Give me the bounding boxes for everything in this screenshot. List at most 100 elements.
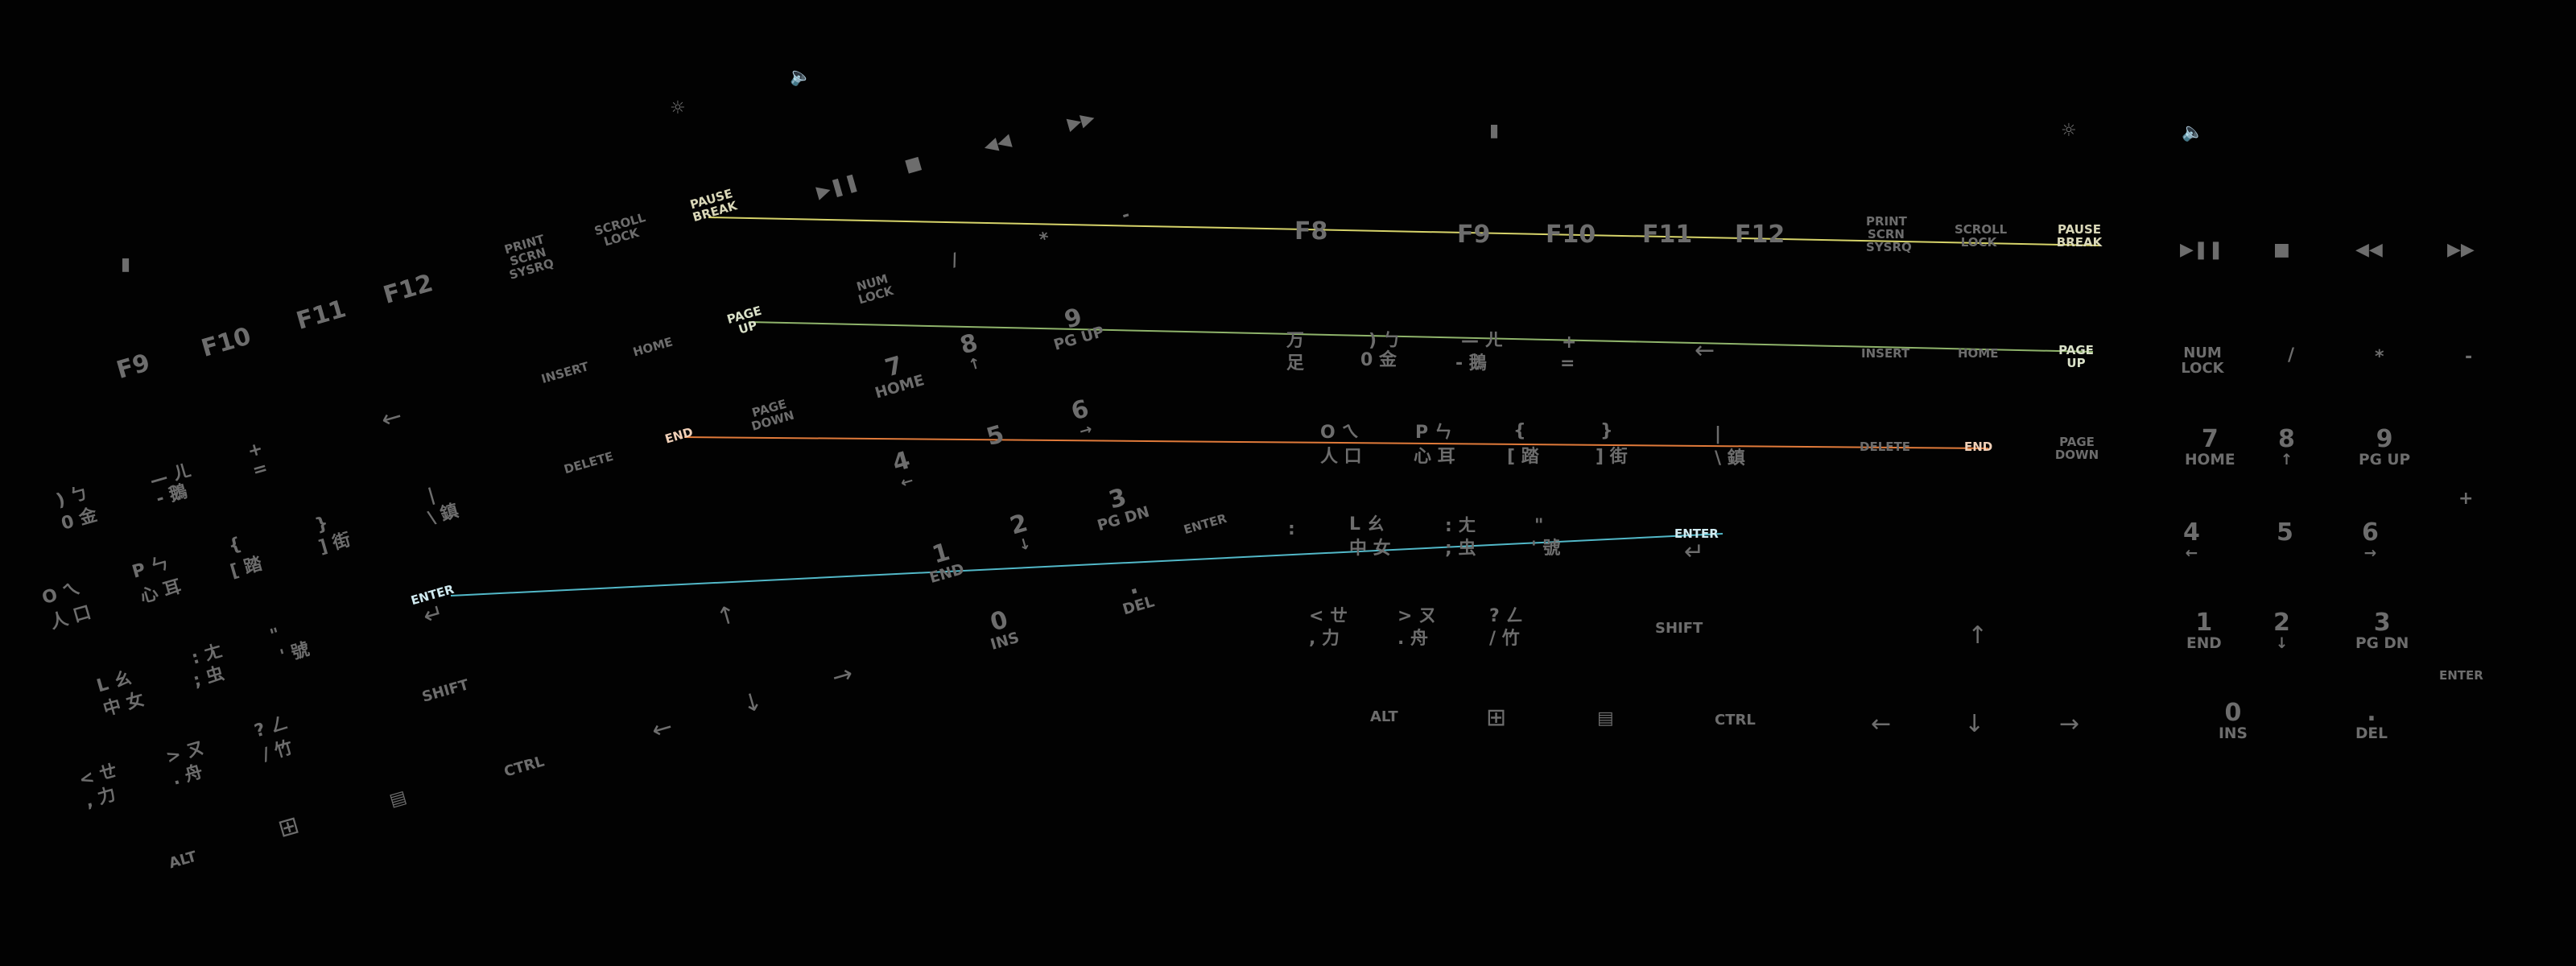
key-home[interactable]: HOME: [1958, 346, 1999, 361]
key-page-up[interactable]: PAGE UP: [2058, 343, 2094, 370]
key-zh-question[interactable]: ? ㄥ: [1489, 606, 1524, 626]
key-num-9-sub: PG UP: [2359, 451, 2411, 469]
key-zh-jie[interactable]: ] 街: [1596, 447, 1628, 467]
key-f9[interactable]: F9: [1457, 221, 1491, 249]
key-zh-p[interactable]: P ㄣ: [1415, 423, 1452, 443]
key-zh-li[interactable]: , 力: [1309, 629, 1340, 649]
down-arrow-icon: ↓: [2275, 634, 2289, 652]
arrow-right-icon[interactable]: →: [2059, 710, 2080, 738]
key-zh-xin[interactable]: 心 耳: [1414, 447, 1455, 467]
key-ctrl[interactable]: CTRL: [1715, 712, 1756, 729]
key-num-7-sub: HOME: [2185, 451, 2235, 469]
key-num-8[interactable]: 8 ↑: [2278, 427, 2295, 468]
key-end[interactable]: END: [1964, 440, 1993, 454]
key-num-slash[interactable]: /: [2288, 345, 2295, 365]
next-track-icon[interactable]: ▶▶: [2447, 240, 2475, 260]
key-zh-hao[interactable]: ' 號: [1531, 539, 1561, 559]
key-f8[interactable]: F8: [1294, 217, 1328, 246]
key-zh-ang[interactable]: : ㄤ: [1445, 516, 1476, 536]
key-colon[interactable]: :: [1288, 519, 1295, 539]
left-indicator-bar-icon: ▮: [121, 254, 131, 275]
key-zh-zhou[interactable]: . 舟: [1397, 629, 1429, 649]
key-shift[interactable]: SHIFT: [1655, 620, 1703, 637]
key-num-3-sub: PG DN: [2355, 634, 2409, 652]
key-zh-minus[interactable]: - 鵝: [1455, 353, 1487, 374]
key-num-2[interactable]: 2 ↓: [2273, 610, 2290, 651]
stop-icon[interactable]: ■: [2273, 240, 2290, 260]
key-equals[interactable]: =: [1560, 353, 1575, 374]
key-brace-close[interactable]: }: [1600, 421, 1613, 441]
key-zh-wan[interactable]: 万: [1286, 331, 1305, 351]
key-zh-lt[interactable]: < ㄝ: [1309, 606, 1348, 626]
key-num-dot-label: .: [2367, 699, 2376, 727]
key-num-9[interactable]: 9 PG UP: [2359, 427, 2410, 468]
key-num-minus[interactable]: -: [2465, 347, 2473, 367]
key-insert[interactable]: INSERT: [1861, 346, 1910, 361]
key-quote[interactable]: ": [1534, 516, 1544, 536]
key-num-0[interactable]: 0 INS: [2219, 700, 2248, 741]
key-zh-zhu[interactable]: / 竹: [1489, 629, 1520, 649]
key-num-2-label: 2: [2273, 609, 2290, 637]
key-plus[interactable]: +: [1562, 332, 1577, 353]
right-arrow-icon: →: [2363, 544, 2377, 562]
key-zh-zu[interactable]: 足: [1286, 353, 1305, 374]
key-print-screen[interactable]: PRINT SCRN SYSRQ: [1866, 214, 1912, 254]
key-num-7-label: 7: [2201, 425, 2219, 453]
key-zh-zhong[interactable]: 中 女: [1349, 539, 1391, 559]
mute-icon: 🔈: [2182, 122, 2204, 142]
key-zh-er[interactable]: — ㄦ: [1461, 331, 1503, 351]
key-num-0-sub: INS: [2219, 724, 2248, 742]
key-num-8-label: 8: [2278, 425, 2295, 453]
key-f11[interactable]: F11: [1642, 221, 1693, 249]
key-num-enter[interactable]: ENTER: [2439, 668, 2483, 683]
play-pause-icon[interactable]: ▶❚❚: [2180, 240, 2223, 260]
key-brace-open[interactable]: {: [1513, 421, 1526, 441]
key-zh-gt[interactable]: > ㄡ: [1397, 606, 1437, 626]
key-num-3[interactable]: 3 PG DN: [2355, 610, 2409, 651]
key-page-down[interactable]: PAGE DOWN: [2054, 435, 2099, 462]
arrow-left-icon[interactable]: ←: [1871, 710, 1892, 738]
prev-track-icon[interactable]: ◀◀: [2355, 240, 2383, 260]
connector-line-pause: [708, 217, 2102, 246]
key-num-6-label: 6: [2362, 518, 2379, 547]
key-f10[interactable]: F10: [1546, 221, 1596, 249]
key-zh-o[interactable]: O ㄟ: [1320, 423, 1360, 443]
connector-line-enter: [450, 533, 1724, 597]
key-num-9-label: 9: [2376, 425, 2393, 453]
key-zh-ren[interactable]: 人 口: [1320, 447, 1362, 467]
key-num-plus[interactable]: +: [2458, 489, 2474, 509]
key-num-6[interactable]: 6 →: [2362, 520, 2379, 561]
arrow-down-icon[interactable]: ↓: [1964, 710, 1985, 738]
key-pipe[interactable]: |: [1715, 424, 1722, 444]
key-num-1[interactable]: 1 END: [2186, 610, 2222, 651]
windows-icon[interactable]: ⊞: [1486, 704, 1507, 732]
key-pause-break[interactable]: PAUSE BREAK: [2056, 222, 2103, 250]
key-zh-l[interactable]: L ㄠ: [1349, 514, 1385, 535]
key-num-7[interactable]: 7 HOME: [2185, 427, 2235, 468]
key-zh-paren[interactable]: ) ㄅ: [1368, 331, 1401, 351]
enter-arrow-icon: ↵: [1684, 538, 1705, 566]
backspace-arrow-icon[interactable]: ←: [1695, 336, 1715, 365]
key-num-lock[interactable]: NUM LOCK: [2181, 345, 2224, 377]
key-zh-ta[interactable]: [ 踏: [1507, 447, 1539, 467]
key-num-star[interactable]: *: [2375, 347, 2384, 367]
arrow-up-icon[interactable]: ↑: [1967, 621, 1988, 650]
key-num-dot[interactable]: . DEL: [2355, 700, 2388, 741]
key-scroll-lock[interactable]: SCROLL LOCK: [1955, 222, 2008, 250]
key-zh-zero[interactable]: 0 金: [1360, 350, 1397, 370]
menu-icon[interactable]: ▤: [1597, 708, 1614, 729]
up-arrow-icon: ↑: [2280, 451, 2293, 469]
key-zh-zhen[interactable]: \ 鎮: [1715, 448, 1745, 469]
key-alt[interactable]: ALT: [1370, 708, 1398, 725]
key-num-5[interactable]: 5: [2277, 518, 2293, 547]
key-num-4[interactable]: 4 ←: [2183, 520, 2200, 561]
key-zh-chong[interactable]: ; 虫: [1445, 539, 1476, 559]
key-f12[interactable]: F12: [1735, 221, 1785, 249]
key-delete[interactable]: DELETE: [1860, 440, 1910, 454]
indicator-bar-icon: ▮: [1489, 121, 1500, 141]
connector-line-end: [683, 436, 1989, 449]
key-num-1-label: 1: [2195, 609, 2213, 637]
key-enter-main[interactable]: ENTER: [1674, 526, 1719, 541]
